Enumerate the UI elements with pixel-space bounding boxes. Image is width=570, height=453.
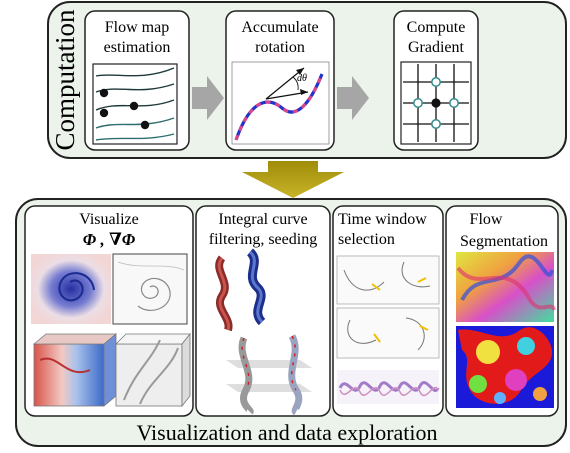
segmentation-2d-image [456, 326, 554, 408]
time-window-middle-image [336, 307, 440, 359]
gradient-swirl-image [112, 253, 188, 325]
panel-visualize: Visualize Φ , ∇Φ [24, 205, 194, 417]
step-title-line: Accumulate [241, 19, 318, 36]
segmentation-3d-image [456, 252, 556, 322]
time-window-top-image [336, 255, 440, 305]
panel-title-line: Flow [470, 211, 503, 228]
olive-arrow-down [242, 161, 344, 198]
gradient-volume-image [115, 332, 191, 408]
exploration-caption: Visualization and data exploration [136, 420, 437, 445]
twisted-tubes-image [215, 248, 266, 332]
panel-title-line: selection [338, 231, 395, 248]
flow-map-illustration [92, 63, 178, 145]
panel-flow-segmentation: Flow Segmentation [445, 205, 559, 417]
seeded-curves-image [226, 334, 312, 416]
step-title-line: Flow map [105, 19, 169, 36]
panel-title-line: Time window [338, 211, 427, 228]
rotation-curve-illustration: dθ [231, 61, 330, 145]
panel-title-line: Integral curve [218, 211, 307, 228]
step-flow-map-estimation: Flow map estimation [84, 10, 190, 151]
formula-phi-gradient: Φ , ∇Φ [83, 230, 136, 249]
step-title-line: Gradient [408, 39, 465, 56]
panel-time-window: Time window selection [332, 205, 444, 417]
step-accumulate-rotation: Accumulate rotation dθ [225, 10, 335, 151]
panel-title-line: filtering, seeding [209, 231, 317, 248]
gradient-grid-illustration [400, 61, 472, 145]
panel-integral-curve: Integral curve filtering, seeding [195, 205, 331, 417]
step-compute-gradient: Compute Gradient [393, 10, 479, 151]
dtheta-symbol: dθ [297, 73, 307, 84]
panel-title-line: Segmentation [460, 233, 548, 250]
step-title-line: rotation [255, 39, 305, 56]
step-title-line: Compute [407, 19, 466, 36]
step-title-line: estimation [104, 39, 171, 56]
panel-title-line: Visualize [79, 211, 138, 228]
phi-volume-image [32, 333, 118, 407]
gray-arrow-right [192, 76, 224, 120]
computation-label: Computation [50, 9, 80, 150]
phi-swirl-image [31, 254, 111, 324]
time-window-strip-image [337, 370, 440, 404]
gray-arrow-right [337, 76, 369, 120]
